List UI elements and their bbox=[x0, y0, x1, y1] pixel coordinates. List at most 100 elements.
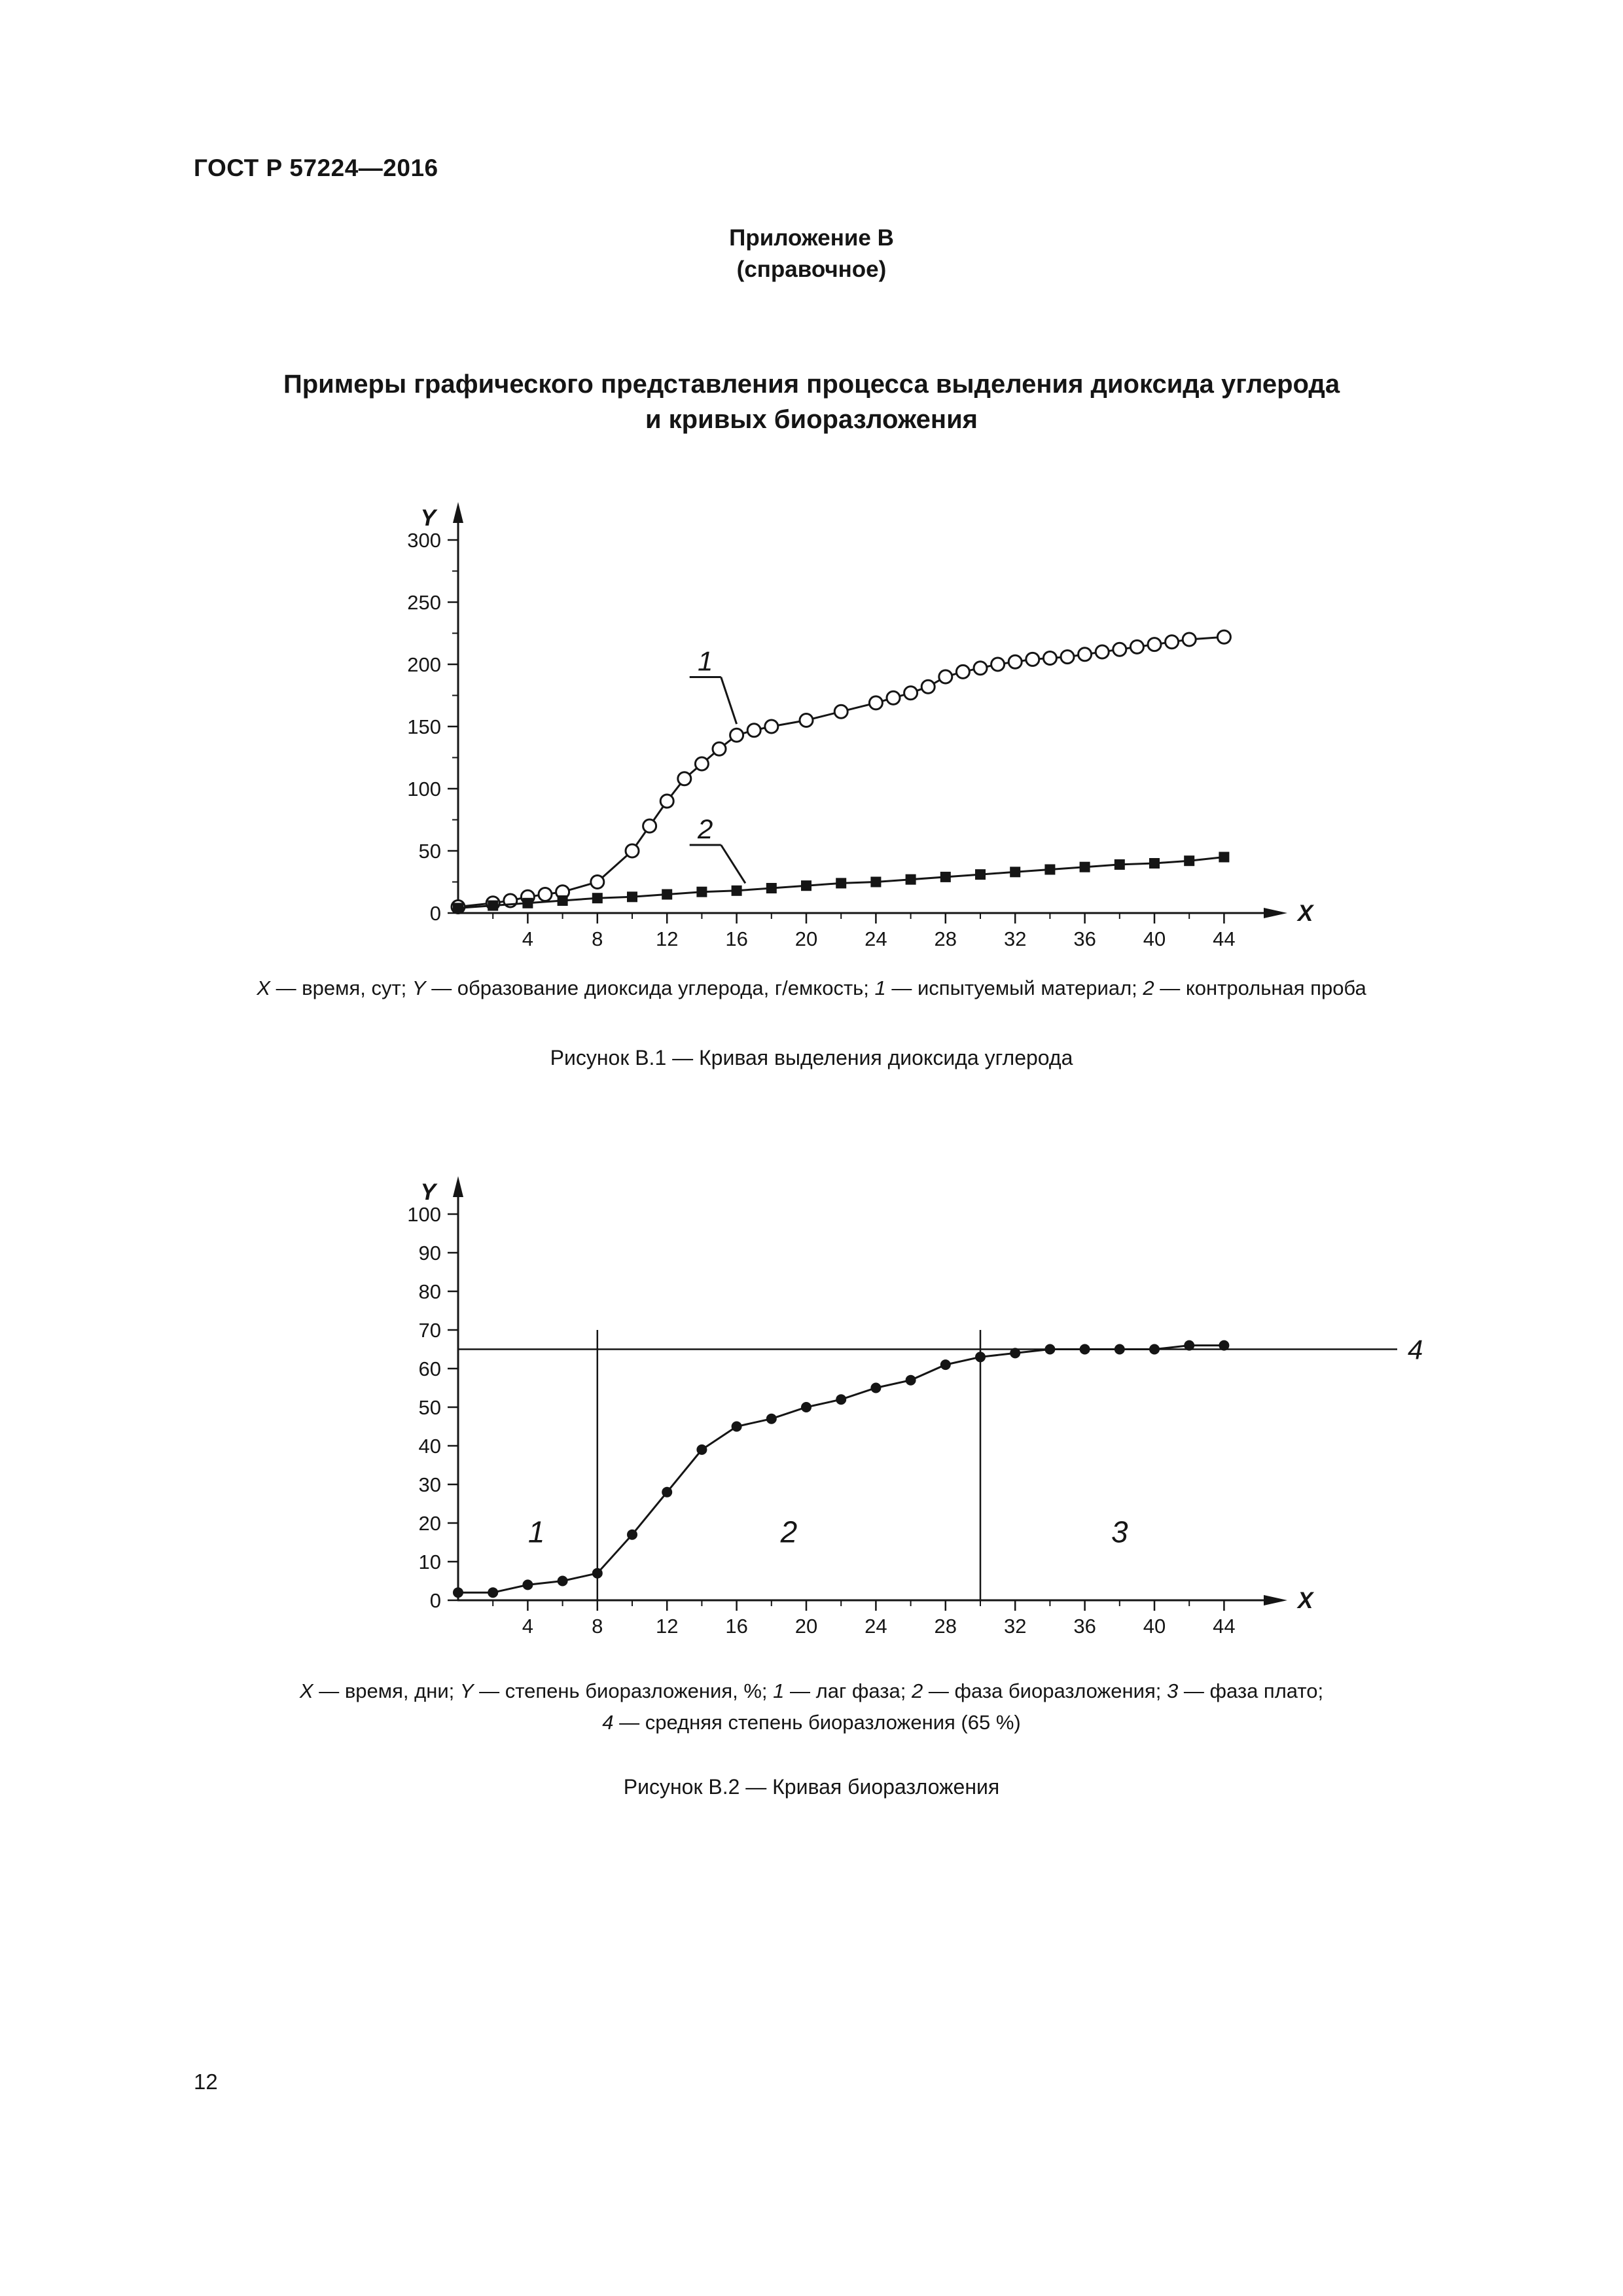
data-marker-circle-open bbox=[1060, 649, 1075, 665]
data-marker-circle-open bbox=[798, 713, 814, 728]
data-marker-square bbox=[870, 876, 882, 888]
x-tick-label: 28 bbox=[935, 927, 957, 950]
y-axis-arrow-icon bbox=[453, 1176, 463, 1197]
data-marker-square bbox=[801, 880, 812, 891]
y-axis-label: Y bbox=[421, 1179, 438, 1205]
x-axis-label: X bbox=[1296, 1588, 1315, 1613]
figure-b1-chart: YX4 8 12 16 20 24 28 32 36 40 44050100150200250300… bbox=[407, 502, 1315, 950]
data-marker-circle bbox=[801, 1402, 812, 1412]
x-tick-label: 40 bbox=[1143, 927, 1166, 950]
data-marker-circle-open bbox=[537, 887, 553, 902]
data-marker-circle-open bbox=[590, 874, 605, 889]
x-tick-label: 8 bbox=[592, 1615, 603, 1638]
data-marker-circle bbox=[1114, 1344, 1125, 1355]
x-tick-label: 16 bbox=[725, 927, 747, 950]
x-tick-label: 12 bbox=[656, 927, 678, 950]
data-marker-circle-open bbox=[1181, 632, 1197, 647]
series-label-leader bbox=[720, 844, 747, 884]
series-line-1 bbox=[457, 636, 1224, 908]
data-marker-square bbox=[731, 885, 742, 896]
x-tick-label: 20 bbox=[795, 927, 817, 950]
data-marker-circle bbox=[453, 1587, 463, 1598]
data-marker-circle bbox=[627, 1529, 637, 1540]
data-marker-circle bbox=[1010, 1348, 1021, 1359]
x-tick-label: 40 bbox=[1143, 1615, 1166, 1638]
y-axis-label: Y bbox=[421, 505, 438, 531]
y-tick-label: 0 bbox=[430, 902, 441, 925]
data-marker-square bbox=[592, 893, 603, 904]
x-tick-label: 12 bbox=[656, 1615, 678, 1638]
data-marker-circle bbox=[905, 1374, 916, 1386]
x-tick-label: 20 bbox=[795, 1615, 817, 1638]
data-marker-square bbox=[453, 903, 463, 914]
data-marker-square bbox=[1044, 864, 1056, 875]
y-tick-label: 150 bbox=[407, 715, 441, 738]
phase-label-1: 1 bbox=[528, 1515, 545, 1549]
x-tick-label: 8 bbox=[592, 927, 603, 950]
data-marker-circle bbox=[1079, 1344, 1090, 1355]
y-tick-label: 100 bbox=[407, 778, 441, 800]
data-marker-square bbox=[1079, 861, 1090, 872]
data-marker-circle bbox=[557, 1575, 568, 1587]
data-marker-circle-open bbox=[1216, 629, 1232, 645]
data-marker-circle bbox=[975, 1352, 986, 1363]
data-marker-square bbox=[1149, 858, 1160, 869]
data-marker-circle bbox=[522, 1579, 533, 1590]
data-marker-square bbox=[905, 874, 916, 885]
data-marker-circle-open bbox=[1042, 651, 1058, 666]
x-tick-label: 44 bbox=[1213, 1615, 1235, 1638]
appendix-title: Приложение В bbox=[729, 225, 894, 251]
data-marker-circle-open bbox=[920, 679, 936, 694]
x-tick-label: 44 bbox=[1213, 927, 1235, 950]
data-marker-circle bbox=[696, 1444, 707, 1455]
data-marker-circle bbox=[870, 1382, 882, 1393]
data-marker-circle-open bbox=[1129, 639, 1145, 655]
data-marker-circle bbox=[766, 1413, 777, 1424]
data-marker-circle-open bbox=[746, 723, 762, 738]
y-tick-label: 0 bbox=[430, 1589, 441, 1612]
data-marker-circle-open bbox=[955, 664, 971, 679]
series-label-1: 1 bbox=[698, 646, 713, 677]
x-tick-label: 24 bbox=[865, 1615, 887, 1638]
data-marker-square bbox=[627, 891, 637, 903]
x-axis-label: X bbox=[1296, 901, 1315, 926]
data-marker-circle-open bbox=[624, 843, 640, 859]
mean-line-label: 4 bbox=[1408, 1335, 1423, 1365]
phase-label-3: 3 bbox=[1111, 1515, 1128, 1549]
data-marker-circle bbox=[940, 1359, 951, 1371]
figure-b1-caption: Рисунок В.1 — Кривая выделения диоксида … bbox=[550, 1046, 1073, 1069]
x-tick-label: 4 bbox=[522, 927, 533, 950]
page-number: 12 bbox=[194, 2070, 218, 2094]
section-title-line2: и кривых биоразложения bbox=[645, 405, 978, 434]
appendix-heading: Приложение В (справочное) bbox=[0, 223, 1623, 285]
data-marker-circle-open bbox=[1094, 644, 1110, 660]
y-tick-label: 200 bbox=[407, 653, 441, 676]
section-title: Примеры графического представления проце… bbox=[0, 367, 1623, 437]
data-marker-circle-open bbox=[677, 771, 692, 787]
data-marker-square bbox=[940, 871, 951, 882]
series-label-2: 2 bbox=[697, 814, 713, 844]
data-marker-circle-open bbox=[1077, 647, 1093, 662]
y-tick-label: 90 bbox=[419, 1242, 441, 1265]
data-marker-circle-open bbox=[833, 704, 849, 719]
data-marker-circle-open bbox=[903, 685, 919, 701]
data-marker-circle bbox=[836, 1394, 847, 1405]
y-tick-label: 10 bbox=[419, 1551, 441, 1573]
data-marker-circle-open bbox=[938, 669, 954, 685]
data-marker-square bbox=[766, 883, 777, 893]
figure-b2-caption: Рисунок В.2 — Кривая биоразложения bbox=[623, 1775, 1000, 1799]
data-marker-square bbox=[557, 895, 568, 906]
data-marker-square bbox=[696, 886, 707, 897]
section-title-line1: Примеры графического представления проце… bbox=[283, 370, 1340, 399]
x-tick-label: 16 bbox=[725, 1615, 747, 1638]
y-tick-label: 250 bbox=[407, 591, 441, 614]
data-marker-circle bbox=[592, 1568, 603, 1579]
data-marker-circle-open bbox=[642, 818, 658, 834]
x-tick-label: 36 bbox=[1073, 1615, 1096, 1638]
x-tick-label: 4 bbox=[522, 1615, 533, 1638]
data-marker-circle-open bbox=[764, 719, 779, 734]
x-tick-label: 32 bbox=[1004, 927, 1026, 950]
data-marker-circle-open bbox=[885, 690, 901, 706]
figure-b2-legend-line1: X — время, дни; Y — степень биоразложени… bbox=[299, 1679, 1324, 1702]
